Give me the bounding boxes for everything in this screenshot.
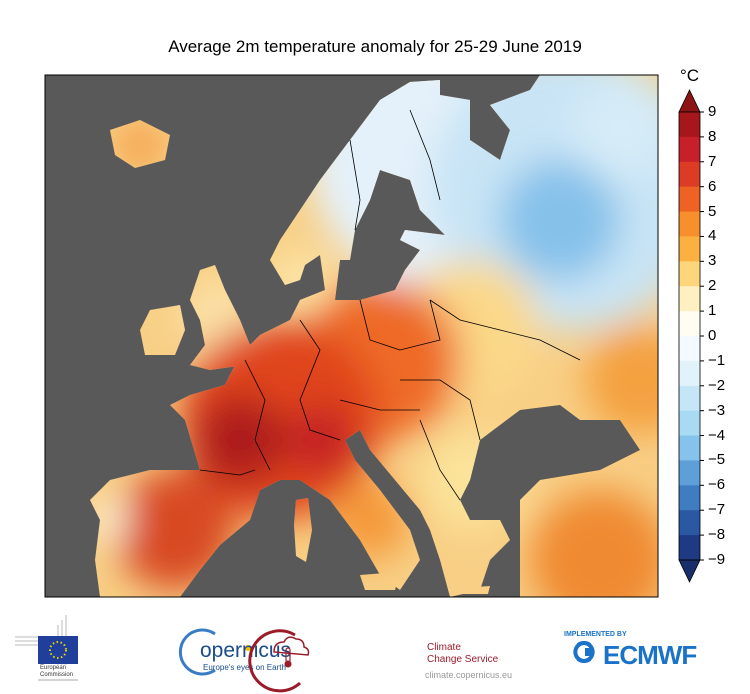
colorbar-band xyxy=(679,136,700,163)
colorbar-tick-label: −5 xyxy=(708,451,726,469)
colorbar-band xyxy=(679,236,700,262)
colorbar-tick-label: 1 xyxy=(708,302,717,320)
map-frame xyxy=(44,74,659,598)
colorbar-tick-label: 5 xyxy=(708,202,717,220)
copernicus-tagline: Europe's eyes on Earth xyxy=(203,663,286,672)
colorbar-tick-label: 0 xyxy=(708,327,717,344)
colorbar-band xyxy=(679,261,700,287)
colorbar-tick-label: 2 xyxy=(708,277,717,295)
copernicus-name: opernicus xyxy=(200,639,292,662)
eu-line2: Commission xyxy=(40,672,74,678)
colorbar-tick-label: 6 xyxy=(708,177,717,195)
colorbar-tick-label: −1 xyxy=(708,351,726,369)
colorbar-band xyxy=(679,311,700,337)
map-title: Average 2m temperature anomaly for 25-29… xyxy=(168,37,582,56)
eu-line1: European xyxy=(40,665,67,671)
c3s-line1: Climate xyxy=(427,642,461,653)
colorbar-band xyxy=(679,336,700,362)
colorbar-band xyxy=(679,186,700,213)
colorbar-tick-label: −7 xyxy=(708,501,726,519)
ecmwf-implemented: IMPLEMENTED BY xyxy=(564,631,627,638)
colorbar-tick-label: 4 xyxy=(708,227,717,245)
colorbar-band xyxy=(679,211,700,237)
colorbar-tick-label: −3 xyxy=(708,401,726,419)
colorbar-tick-label: −8 xyxy=(708,526,726,544)
colorbar-tick-label: −9 xyxy=(708,551,726,568)
ecmwf-name: ECMWF xyxy=(603,640,697,670)
colorbar-tick-label: 3 xyxy=(708,252,717,270)
colorbar-band xyxy=(679,360,700,387)
colorbar xyxy=(678,89,704,583)
colorbar-tick-label: −4 xyxy=(708,426,726,444)
country-borders xyxy=(199,109,581,501)
colorbar-band xyxy=(679,410,700,437)
colorbar-band xyxy=(679,112,700,138)
colorbar-band xyxy=(679,535,700,561)
colorbar-band xyxy=(679,286,700,312)
c3s-line2: Change Service xyxy=(427,654,499,665)
colorbar-band xyxy=(679,510,700,536)
colorbar-over-triangle xyxy=(678,89,701,113)
colorbar-band xyxy=(679,161,700,188)
colorbar-tick-label: −2 xyxy=(708,376,726,394)
colorbar-tick-label: −6 xyxy=(708,476,726,494)
colorbar-band xyxy=(679,485,700,511)
colorbar-band xyxy=(679,460,700,486)
c3s-url: climate.copernicus.eu xyxy=(425,670,513,680)
colorbar-band xyxy=(679,385,700,412)
colorbar-tick-label: 7 xyxy=(708,152,717,170)
colorbar-band xyxy=(679,435,700,461)
colorbar-tick-label: 8 xyxy=(708,127,717,145)
colorbar-under-triangle xyxy=(678,559,701,583)
colorbar-unit: °C xyxy=(680,66,700,85)
colorbar-tick-label: 9 xyxy=(708,103,717,120)
map-area xyxy=(45,75,658,597)
